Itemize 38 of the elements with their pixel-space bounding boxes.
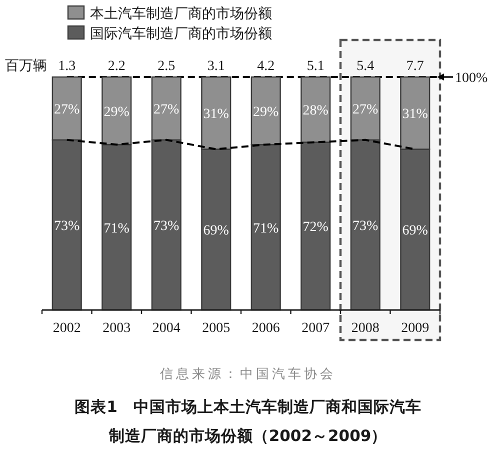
legend-label: 本土汽车制造厂商的市场份额 [90, 6, 272, 22]
data-label: 27% [352, 102, 379, 118]
x-tick-label: 2009 [401, 321, 430, 336]
data-label: 31% [402, 107, 428, 122]
data-label: 73% [54, 218, 80, 234]
annotation: 5.1 [306, 59, 324, 74]
x-tick-label: 2002 [52, 321, 81, 336]
x-tick-label: 2006 [252, 321, 280, 336]
data-label: 27% [54, 102, 80, 118]
data-label: 69% [402, 224, 428, 239]
text: 百万辆 [5, 58, 47, 74]
data-label: 29% [104, 104, 130, 120]
data-label: 27% [154, 102, 180, 118]
x-tick-label: 2005 [202, 321, 230, 336]
data-label: 29% [253, 104, 280, 120]
data-label: 73% [154, 218, 180, 234]
annotation: 3.1 [207, 59, 225, 74]
x-tick-label: 2003 [102, 321, 131, 336]
text: 信息来源：中国汽车协会 [160, 366, 336, 381]
data-label: 71% [104, 221, 130, 236]
x-tick-label: 2004 [152, 321, 180, 336]
legend-label: 国际汽车制造厂商的市场份额 [90, 26, 272, 42]
data-label: 73% [352, 218, 379, 234]
data-label: 31% [203, 107, 230, 122]
annotation: 2.2 [108, 59, 126, 74]
annotation: 5.4 [356, 59, 374, 74]
data-label: 69% [203, 224, 230, 239]
text: 图表1 中国市场上本土汽车制造厂商和国际汽车制造厂商的市场份额（2002～2009） [74, 397, 422, 447]
data-label: 72% [302, 220, 329, 236]
annotation: 2.5 [158, 59, 176, 74]
x-tick-label: 2007 [302, 321, 330, 336]
x-tick-label: 2008 [351, 321, 380, 336]
annotation: 7.7 [406, 59, 424, 74]
ref-line-label: 100% [455, 71, 488, 86]
data-label: 28% [302, 104, 329, 119]
annotation: 1.3 [58, 59, 76, 74]
annotation: 4.2 [257, 59, 275, 74]
data-label: 71% [253, 221, 280, 236]
